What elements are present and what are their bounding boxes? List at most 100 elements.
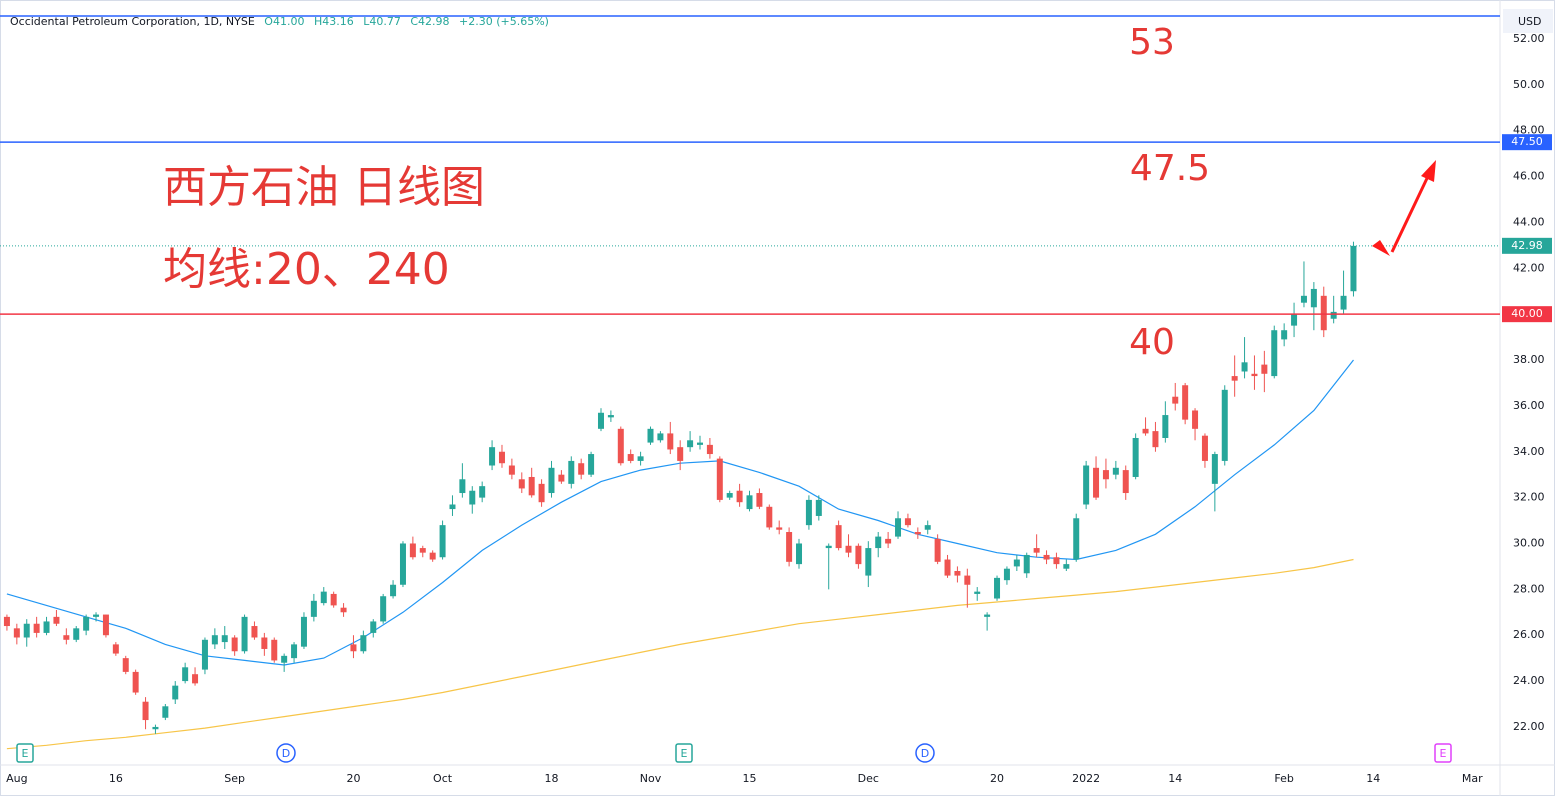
candle-body xyxy=(132,671,139,693)
moving-average xyxy=(6,558,1354,750)
candle-body xyxy=(1201,435,1208,461)
candle-body xyxy=(310,600,317,617)
candle-body xyxy=(1112,467,1119,475)
candle-body xyxy=(1083,465,1090,505)
candle-body xyxy=(1162,415,1169,438)
candle-body xyxy=(994,577,1001,599)
x-tick-label: Nov xyxy=(640,772,662,785)
candle-body xyxy=(330,593,337,606)
arrow-line xyxy=(1390,171,1432,253)
candle-body xyxy=(835,525,842,549)
candle-body xyxy=(1102,470,1109,480)
symbol: Occidental Petroleum Corporation, 1D, NY… xyxy=(10,15,255,28)
candle-body xyxy=(399,543,406,585)
candle-body xyxy=(657,433,664,441)
plot xyxy=(0,15,1500,750)
y-tick-label: 28.00 xyxy=(1513,582,1545,595)
last-price-label: 42.98 xyxy=(1511,239,1543,252)
x-tick-label: 15 xyxy=(743,772,757,785)
candle-body xyxy=(548,467,555,494)
level-price-label: 40.00 xyxy=(1511,307,1543,320)
candle-body xyxy=(578,463,585,475)
low: L40.77 xyxy=(363,15,401,28)
candle-body xyxy=(885,538,892,544)
candle-body xyxy=(528,476,535,496)
x-tick-label: Mar xyxy=(1462,772,1483,785)
candle-body xyxy=(182,667,189,682)
candle-body xyxy=(429,552,436,560)
candle-body xyxy=(607,415,614,418)
chart-subtitle: 均线:20、240 xyxy=(163,244,450,295)
y-tick-label: 42.00 xyxy=(1513,261,1545,274)
candle-body xyxy=(370,621,377,633)
candle-body xyxy=(43,621,50,633)
candle-body xyxy=(498,451,505,464)
candle-body xyxy=(1172,396,1179,404)
candle-body xyxy=(1271,330,1278,377)
candle-body xyxy=(1093,467,1100,498)
candle-body xyxy=(815,499,822,516)
candle-body xyxy=(73,628,80,640)
close: C42.98 xyxy=(410,15,449,28)
candle-body xyxy=(1291,314,1298,326)
candle-body xyxy=(271,639,278,661)
candle-body xyxy=(726,493,733,498)
arrow-tail xyxy=(1372,240,1390,256)
y-tick-label: 46.00 xyxy=(1513,170,1545,183)
candle-body xyxy=(350,644,357,652)
event-label: D xyxy=(282,747,290,760)
candle-body xyxy=(1073,518,1080,560)
y-tick-label: 22.00 xyxy=(1513,720,1545,733)
candle-body xyxy=(934,538,941,562)
candle-body xyxy=(63,635,70,640)
x-tick-label: 16 xyxy=(109,772,123,785)
candle-body xyxy=(796,543,803,565)
candle-body xyxy=(251,626,258,638)
candle-body xyxy=(211,635,218,645)
event-badge xyxy=(915,743,935,763)
candle-body xyxy=(776,527,783,530)
candle-body xyxy=(895,518,902,537)
candle-body xyxy=(706,444,713,455)
candle-body xyxy=(974,591,981,594)
level-annotation: 40 xyxy=(1129,322,1175,363)
x-tick-label: 2022 xyxy=(1072,772,1100,785)
candle-body xyxy=(637,456,644,461)
y-tick-label: 38.00 xyxy=(1513,353,1545,366)
candle-body xyxy=(1261,364,1268,374)
candle-body xyxy=(241,616,248,652)
candle-body xyxy=(201,639,208,670)
candle-body xyxy=(1251,373,1258,377)
event-label: D xyxy=(921,747,929,760)
currency: USD xyxy=(1518,15,1542,28)
candle-body xyxy=(1211,454,1218,484)
candle-body xyxy=(786,532,793,562)
candle-body xyxy=(617,428,624,464)
candle-body xyxy=(746,495,753,510)
candle-body xyxy=(340,607,347,613)
candle-body xyxy=(1310,288,1317,308)
x-tick-label: Sep xyxy=(224,772,245,785)
y-tick-label: 30.00 xyxy=(1513,536,1545,549)
candle-body xyxy=(944,559,951,576)
candle-body xyxy=(1003,568,1010,581)
candle-body xyxy=(1192,410,1199,429)
candle-body xyxy=(518,479,525,489)
candle-body xyxy=(1182,385,1189,420)
candle-body xyxy=(508,465,515,475)
candle-body xyxy=(1043,554,1050,560)
candle-body xyxy=(597,412,604,429)
y-tick-label: 44.00 xyxy=(1513,215,1545,228)
candle-body xyxy=(1281,330,1288,340)
candle-body xyxy=(390,584,397,597)
candle-body xyxy=(736,490,743,503)
candle-body xyxy=(588,454,595,475)
candle-body xyxy=(300,616,307,647)
change: +2.30 (+5.65%) xyxy=(459,15,549,28)
candle-body xyxy=(756,493,763,507)
candle-body xyxy=(1320,295,1327,331)
candle-body xyxy=(53,616,60,624)
candle-body xyxy=(291,644,298,659)
